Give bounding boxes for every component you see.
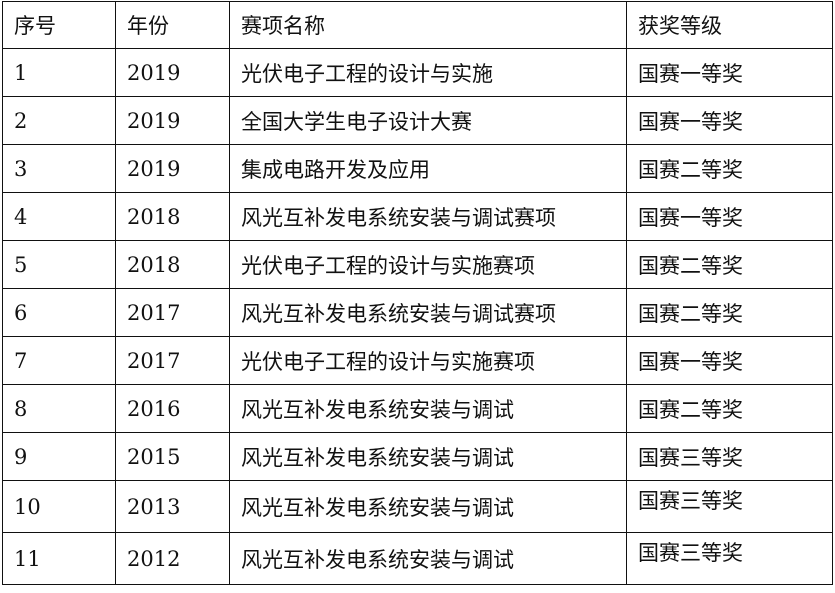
cell-year: 2018 bbox=[115, 192, 230, 241]
cell-index: 4 bbox=[2, 192, 116, 241]
cell-year: 2015 bbox=[115, 432, 230, 481]
cell-award-level: 国赛三等奖 bbox=[626, 432, 833, 481]
cell-event-name: 风光互补发电系统安装与调试 bbox=[229, 532, 627, 585]
cell-event-name: 光伏电子工程的设计与实施赛项 bbox=[229, 336, 627, 385]
header-index: 序号 bbox=[2, 1, 116, 49]
cell-award-level: 国赛二等奖 bbox=[626, 240, 833, 289]
cell-year: 2019 bbox=[115, 96, 230, 145]
table-header-row: 序号 年份 赛项名称 获奖等级 bbox=[2, 1, 833, 49]
table-row: 9 2015 风光互补发电系统安装与调试 国赛三等奖 bbox=[2, 432, 833, 481]
header-award-level: 获奖等级 bbox=[626, 1, 833, 49]
cell-year: 2012 bbox=[115, 532, 230, 585]
cell-award-level: 国赛三等奖 bbox=[626, 480, 833, 533]
cell-event-name: 集成电路开发及应用 bbox=[229, 144, 627, 193]
cell-index: 3 bbox=[2, 144, 116, 193]
cell-year: 2017 bbox=[115, 288, 230, 337]
cell-award-level: 国赛一等奖 bbox=[626, 336, 833, 385]
cell-award-level: 国赛一等奖 bbox=[626, 192, 833, 241]
cell-event-name: 光伏电子工程的设计与实施 bbox=[229, 48, 627, 97]
cell-event-name: 光伏电子工程的设计与实施赛项 bbox=[229, 240, 627, 289]
table-row: 11 2012 风光互补发电系统安装与调试 国赛三等奖 bbox=[2, 532, 833, 585]
table-row: 7 2017 光伏电子工程的设计与实施赛项 国赛一等奖 bbox=[2, 336, 833, 385]
cell-index: 2 bbox=[2, 96, 116, 145]
cell-year: 2019 bbox=[115, 144, 230, 193]
header-year: 年份 bbox=[115, 1, 230, 49]
table-row: 10 2013 风光互补发电系统安装与调试 国赛三等奖 bbox=[2, 480, 833, 533]
cell-award-level: 国赛二等奖 bbox=[626, 288, 833, 337]
table-row: 1 2019 光伏电子工程的设计与实施 国赛一等奖 bbox=[2, 48, 833, 97]
cell-event-name: 风光互补发电系统安装与调试 bbox=[229, 432, 627, 481]
cell-award-level: 国赛三等奖 bbox=[626, 532, 833, 585]
cell-event-name: 风光互补发电系统安装与调试 bbox=[229, 480, 627, 533]
cell-award-level: 国赛二等奖 bbox=[626, 384, 833, 433]
cell-year: 2017 bbox=[115, 336, 230, 385]
cell-year: 2016 bbox=[115, 384, 230, 433]
table-row: 3 2019 集成电路开发及应用 国赛二等奖 bbox=[2, 144, 833, 193]
cell-index: 7 bbox=[2, 336, 116, 385]
table-row: 8 2016 风光互补发电系统安装与调试 国赛二等奖 bbox=[2, 384, 833, 433]
cell-year: 2019 bbox=[115, 48, 230, 97]
cell-award-level: 国赛一等奖 bbox=[626, 96, 833, 145]
cell-event-name: 风光互补发电系统安装与调试赛项 bbox=[229, 288, 627, 337]
cell-award-level: 国赛一等奖 bbox=[626, 48, 833, 97]
table-row: 5 2018 光伏电子工程的设计与实施赛项 国赛二等奖 bbox=[2, 240, 833, 289]
cell-award-level: 国赛二等奖 bbox=[626, 144, 833, 193]
cell-index: 5 bbox=[2, 240, 116, 289]
cell-index: 10 bbox=[2, 480, 116, 533]
cell-index: 11 bbox=[2, 532, 116, 585]
cell-event-name: 风光互补发电系统安装与调试赛项 bbox=[229, 192, 627, 241]
cell-event-name: 全国大学生电子设计大赛 bbox=[229, 96, 627, 145]
cell-index: 9 bbox=[2, 432, 116, 481]
cell-index: 8 bbox=[2, 384, 116, 433]
cell-event-name: 风光互补发电系统安装与调试 bbox=[229, 384, 627, 433]
cell-index: 1 bbox=[2, 48, 116, 97]
cell-index: 6 bbox=[2, 288, 116, 337]
table-row: 4 2018 风光互补发电系统安装与调试赛项 国赛一等奖 bbox=[2, 192, 833, 241]
table-row: 2 2019 全国大学生电子设计大赛 国赛一等奖 bbox=[2, 96, 833, 145]
cell-year: 2013 bbox=[115, 480, 230, 533]
table-row: 6 2017 风光互补发电系统安装与调试赛项 国赛二等奖 bbox=[2, 288, 833, 337]
cell-year: 2018 bbox=[115, 240, 230, 289]
header-event-name: 赛项名称 bbox=[229, 1, 627, 49]
